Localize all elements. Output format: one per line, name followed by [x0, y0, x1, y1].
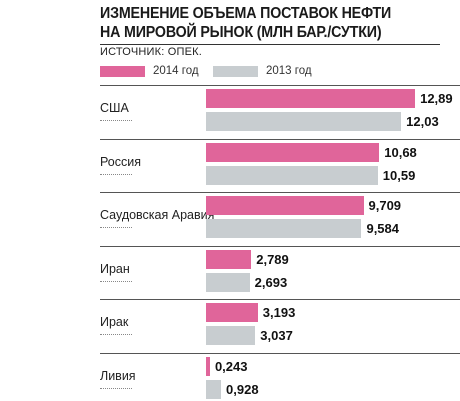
bar-iraq-2013	[206, 326, 256, 345]
bar-libya-2014	[206, 356, 210, 376]
row-separator	[100, 352, 460, 354]
bar-saudi-arabia-2013	[206, 219, 362, 238]
legend-item-2014: 2014 год	[100, 63, 199, 79]
row-separator	[100, 299, 460, 300]
row-separator	[100, 138, 460, 140]
chart-container: Изменение объема поставок нефти на миров…	[100, 0, 460, 401]
legend-swatch-2014	[100, 65, 145, 77]
bar-usa-2014	[206, 89, 416, 108]
row-separator	[100, 245, 460, 247]
bar-libya-2013	[206, 379, 222, 399]
title-line-1: Изменение объема поставок нефти	[100, 5, 392, 22]
category-label-russia: Россия	[100, 154, 141, 169]
value-label-iraq-2014: 3,193	[262, 305, 296, 320]
legend-swatch-2013	[213, 65, 258, 77]
value-label-saudi-arabia-2014: 9,709	[368, 198, 402, 213]
legend: 2014 год 2013 год	[100, 63, 440, 79]
category-underline	[100, 227, 132, 228]
category-underline	[100, 387, 132, 389]
value-label-iran-2013: 2,693	[254, 274, 288, 290]
title-rule	[100, 44, 440, 45]
value-label-usa-2013: 12,03	[406, 114, 439, 129]
value-label-iraq-2013: 3,037	[260, 328, 293, 343]
bar-iran-2013	[206, 272, 250, 292]
category-label-iraq: Ирак	[100, 315, 129, 329]
value-label-usa-2014: 12,89	[420, 91, 453, 106]
bar-iraq-2014	[206, 303, 258, 322]
value-label-russia-2014: 10,68	[384, 144, 417, 160]
legend-label-2014: 2014 год	[153, 65, 199, 77]
legend-label-2013: 2013 год	[266, 65, 312, 77]
category-label-usa: США	[100, 101, 129, 115]
category-underline	[100, 120, 132, 121]
value-label-libya-2014: 0,243	[214, 358, 248, 374]
category-underline	[100, 280, 132, 282]
category-label-saudi-arabia: Саудовская Аравия	[100, 208, 215, 222]
category-underline	[100, 334, 132, 335]
legend-item-2013: 2013 год	[213, 63, 312, 79]
row-separator	[100, 192, 460, 193]
bar-russia-2014	[206, 142, 380, 162]
row-separator	[100, 85, 460, 86]
category-label-iran: Иран	[100, 261, 130, 276]
source-note: ИСТОЧНИК: ОПЕК.	[100, 46, 202, 58]
value-label-libya-2013: 0,928	[226, 381, 259, 397]
value-label-saudi-arabia-2013: 9,584	[366, 221, 400, 236]
chart-title: Изменение объема поставок нефти на миров…	[100, 4, 413, 42]
bar-russia-2013	[206, 165, 378, 185]
category-label-libya: Ливия	[100, 368, 136, 383]
value-label-russia-2013: 10,59	[382, 167, 416, 183]
bar-usa-2013	[206, 112, 402, 131]
bar-iran-2014	[206, 249, 252, 269]
title-line-2: на мировой рынок (млн бар./сутки)	[100, 24, 382, 41]
category-underline	[100, 173, 132, 175]
value-label-iran-2014: 2,789	[256, 251, 289, 267]
bar-saudi-arabia-2014	[206, 196, 364, 215]
